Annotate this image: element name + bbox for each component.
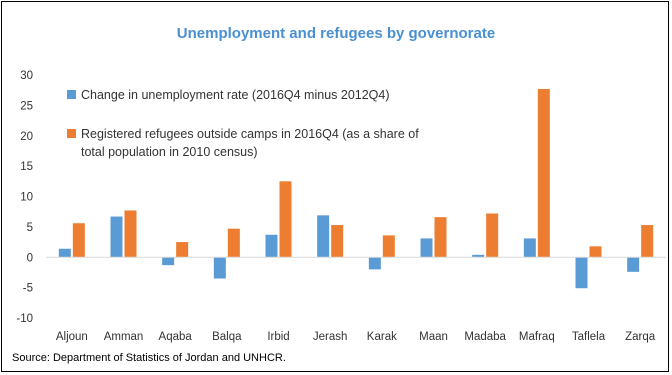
bar-madaba-series-2 [486,213,499,258]
x-tick-label: Madaba [464,331,506,343]
y-tick-label: -5 [23,283,33,295]
bar-amman-series-2 [124,210,137,258]
bar-maan-series-2 [434,217,447,258]
y-tick-label: 15 [20,161,33,173]
x-tick-label: Mafraq [519,331,555,343]
legend-label-2: total population in 2010 census) [81,145,258,159]
bar-amman-series-1 [110,216,123,258]
bars [58,88,654,289]
y-tick-label: 0 [27,252,33,264]
legend: Change in unemployment rate (2016Q4 minu… [67,88,419,159]
x-tick-label: Jerash [313,331,348,343]
bar-balqa-series-1 [213,257,226,279]
y-tick-label: 10 [20,192,33,204]
y-tick-label: 5 [27,222,33,234]
x-tick-label: Taflela [572,331,606,343]
bar-maan-series-1 [420,238,433,258]
x-tick-label: Karak [367,331,397,343]
bar-karak-series-2 [382,235,395,258]
legend-swatch-1 [67,90,76,99]
y-tick-label: -10 [16,313,33,325]
chart-title: Unemployment and refugees by governorate [176,25,496,42]
bar-zarqa-series-2 [641,225,654,258]
bar-irbid-series-1 [265,234,278,258]
bar-aqaba-series-1 [162,257,175,266]
bar-aqaba-series-2 [176,242,189,258]
y-axis: 30 25 20 15 10 5 0 -5 -10 [16,70,33,325]
legend-label-2: Registered refugees outside camps in 201… [81,127,419,141]
source-note: Source: Department of Statistics of Jord… [12,352,286,364]
bar-balqa-series-2 [227,228,240,258]
bar-jerash-series-1 [317,215,330,258]
x-tick-label: Zarqa [625,331,656,343]
x-tick-label: Irbid [267,331,289,343]
bar-jerash-series-2 [331,225,344,258]
y-tick-label: 25 [20,100,33,112]
x-tick-label: Aqaba [159,331,193,343]
bar-taflela-series-2 [589,246,602,258]
bar-taflela-series-1 [575,257,588,289]
legend-label-1: Change in unemployment rate (2016Q4 minu… [81,88,390,102]
bar-irbid-series-2 [279,181,292,258]
bar-mafraq-series-2 [537,88,550,258]
x-tick-label: Amman [104,331,144,343]
x-tick-label: Balqa [212,331,242,343]
bar-karak-series-1 [368,257,381,270]
legend-swatch-2 [67,129,76,138]
y-tick-label: 30 [20,70,33,82]
bar-aljoun-series-1 [58,248,71,258]
x-axis: Aljoun Amman Aqaba Balqa Irbid Jerash Karak Maa… [46,256,666,343]
x-tick-label: Aljoun [56,331,88,343]
bar-zarqa-series-1 [627,257,640,272]
y-tick-label: 20 [20,131,33,143]
bar-madaba-series-1 [472,254,485,258]
bar-mafraq-series-1 [523,238,536,258]
x-tick-label: Maan [419,331,448,343]
bar-aljoun-series-2 [72,223,85,258]
